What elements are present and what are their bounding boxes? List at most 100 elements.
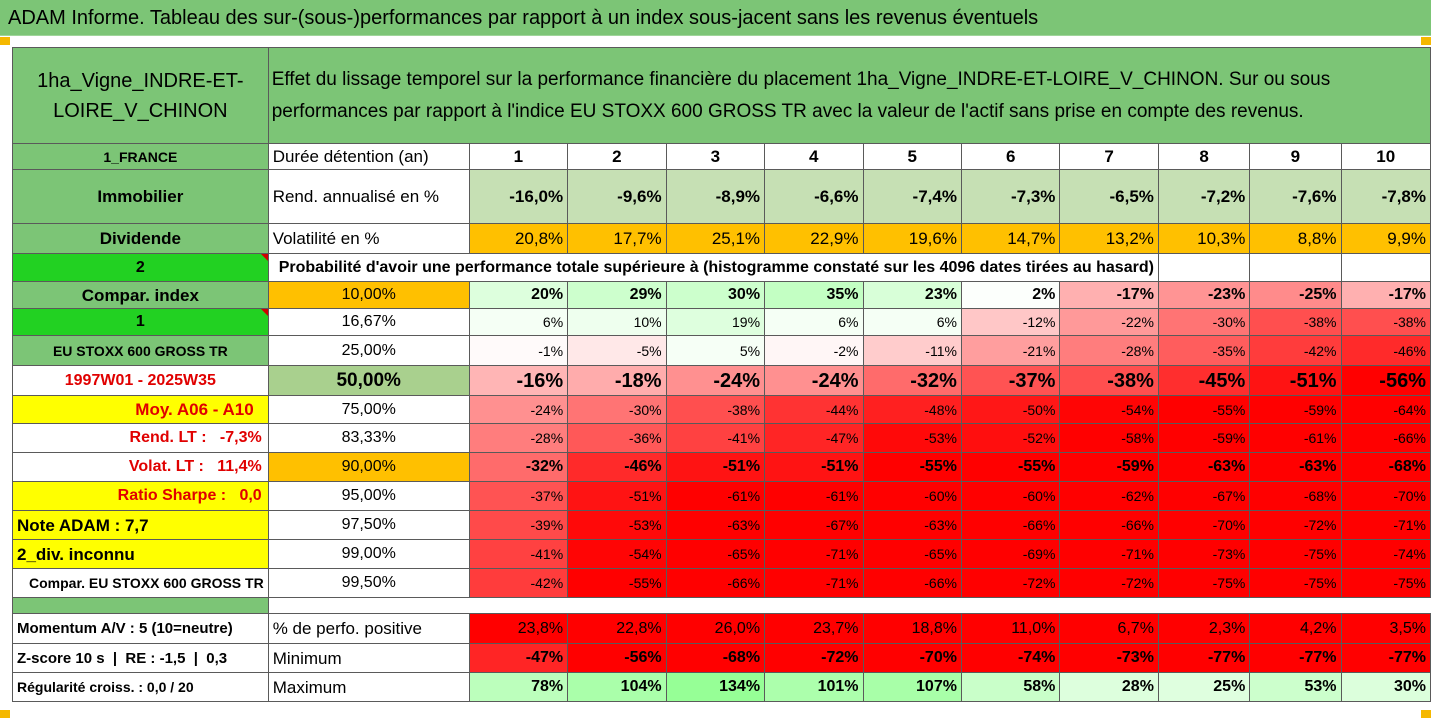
prob-cell-6: -21%: [960, 335, 1061, 366]
rend-value-8: -7,2%: [1157, 169, 1251, 224]
prob-cell-7: -71%: [1059, 539, 1159, 569]
prob-cell-7: -62%: [1059, 481, 1159, 511]
quantile-pct: 99,50%: [267, 568, 470, 598]
prob-cell-6: -12%: [960, 308, 1061, 336]
positive-perf-4: 23,7%: [764, 613, 864, 644]
prob-cell-4: -51%: [764, 452, 864, 482]
positive-perf-label: % de perfo. positive: [267, 613, 470, 644]
comparison-label: Compar. EU STOXX 600 GROSS TR: [12, 568, 269, 598]
prob-cell-9: -51%: [1249, 365, 1342, 396]
prob-cell-6: -37%: [960, 365, 1061, 396]
prob-cell-9: -75%: [1249, 568, 1342, 598]
prob-cell-8: -30%: [1157, 308, 1251, 336]
prob-cell-4: -61%: [764, 481, 864, 511]
prob-cell-6: -52%: [960, 423, 1061, 453]
report-title: ADAM Informe. Tableau des sur-(sous-)per…: [0, 0, 1431, 36]
prob-cell-4: -44%: [764, 395, 864, 424]
prob-cell-10: -46%: [1340, 335, 1431, 366]
duration-year-3: 3: [665, 143, 766, 170]
spacer-green: [12, 597, 269, 614]
prob-cell-7: -58%: [1059, 423, 1159, 453]
prob-cell-8: -23%: [1157, 281, 1251, 309]
prob-cell-7: -17%: [1059, 281, 1159, 309]
prob-cell-4: -71%: [764, 568, 864, 598]
prob-cell-2: -53%: [567, 510, 667, 540]
prob-cell-6: -72%: [960, 568, 1061, 598]
performance-table: 1ha_Vigne_INDRE-ET-LOIRE_V_CHINON Effet …: [12, 47, 1431, 702]
rend-value-5: -7,4%: [862, 169, 962, 224]
minimum-value-8: -77%: [1157, 643, 1251, 673]
duration-year-10: 10: [1340, 143, 1431, 170]
prob-cell-3: -63%: [665, 510, 766, 540]
prob-cell-5: 6%: [862, 308, 962, 336]
prob-cell-4: -67%: [764, 510, 864, 540]
prob-cell-8: -45%: [1157, 365, 1251, 396]
empty-cell: [1249, 253, 1342, 282]
prob-cell-6: -69%: [960, 539, 1061, 569]
empty-cell: [1340, 253, 1431, 282]
prob-cell-4: -71%: [764, 539, 864, 569]
duration-year-6: 6: [960, 143, 1061, 170]
vol-label: Volatilité en %: [267, 223, 470, 254]
prob-cell-3: -41%: [665, 423, 766, 453]
quantile-pct: 83,33%: [267, 423, 470, 453]
prob-cell-5: -60%: [862, 481, 962, 511]
rend-value-4: -6,6%: [764, 169, 864, 224]
prob-cell-5: -65%: [862, 539, 962, 569]
prob-cell-7: -38%: [1059, 365, 1159, 396]
prob-cell-2: -30%: [567, 395, 667, 424]
quantile-pct: 16,67%: [267, 308, 470, 336]
regularity-label: Régularité croiss. : 0,0 / 20: [12, 672, 269, 702]
prob-cell-4: -24%: [764, 365, 864, 396]
group-two-marker: 2: [12, 253, 269, 282]
prob-cell-2: 29%: [567, 281, 667, 309]
quantile-pct: 75,00%: [267, 395, 470, 424]
quantile-pct: 95,00%: [267, 481, 470, 511]
prob-cell-1: -28%: [468, 423, 569, 453]
vol-value-7: 13,2%: [1059, 223, 1159, 254]
duration-year-9: 9: [1249, 143, 1342, 170]
asset-name: 1ha_Vigne_INDRE-ET-LOIRE_V_CHINON: [12, 47, 269, 144]
positive-perf-1: 23,8%: [468, 613, 569, 644]
prob-cell-10: -17%: [1340, 281, 1431, 309]
prob-cell-5: 23%: [862, 281, 962, 309]
prob-cell-1: -37%: [468, 481, 569, 511]
positive-perf-2: 22,8%: [567, 613, 667, 644]
corner-marker: [1421, 37, 1431, 45]
minimum-value-4: -72%: [764, 643, 864, 673]
prob-cell-6: 2%: [960, 281, 1061, 309]
prob-cell-7: -59%: [1059, 452, 1159, 482]
minimum-label: Minimum: [267, 643, 470, 673]
prob-cell-8: -59%: [1157, 423, 1251, 453]
corner-marker: [0, 710, 10, 718]
index-name-label: EU STOXX 600 GROSS TR: [12, 335, 269, 366]
momentum-label: Momentum A/V : 5 (10=neutre): [12, 613, 269, 644]
prob-cell-7: -22%: [1059, 308, 1159, 336]
prob-cell-7: -54%: [1059, 395, 1159, 424]
prob-cell-2: 10%: [567, 308, 667, 336]
prob-cell-4: -2%: [764, 335, 864, 366]
vol-value-3: 25,1%: [665, 223, 766, 254]
prob-cell-9: -72%: [1249, 510, 1342, 540]
maximum-value-2: 104%: [567, 672, 667, 702]
adam-note-label: Note ADAM : 7,7: [12, 510, 269, 540]
prob-cell-4: 35%: [764, 281, 864, 309]
duration-year-2: 2: [567, 143, 667, 170]
prob-cell-9: -75%: [1249, 539, 1342, 569]
minimum-value-7: -73%: [1059, 643, 1159, 673]
prob-cell-2: -5%: [567, 335, 667, 366]
rend-value-7: -6,5%: [1059, 169, 1159, 224]
corner-marker: [0, 37, 10, 45]
rend-label: Rend. annualisé en %: [267, 169, 470, 224]
prob-cell-3: 19%: [665, 308, 766, 336]
prob-cell-4: -47%: [764, 423, 864, 453]
rend-value-10: -7,8%: [1340, 169, 1431, 224]
positive-perf-3: 26,0%: [665, 613, 766, 644]
maximum-value-7: 28%: [1059, 672, 1159, 702]
prob-cell-6: -66%: [960, 510, 1061, 540]
vol-value-10: 9,9%: [1340, 223, 1431, 254]
maximum-label: Maximum: [267, 672, 470, 702]
maximum-value-9: 53%: [1249, 672, 1342, 702]
maximum-value-6: 58%: [960, 672, 1061, 702]
vol-value-5: 19,6%: [862, 223, 962, 254]
